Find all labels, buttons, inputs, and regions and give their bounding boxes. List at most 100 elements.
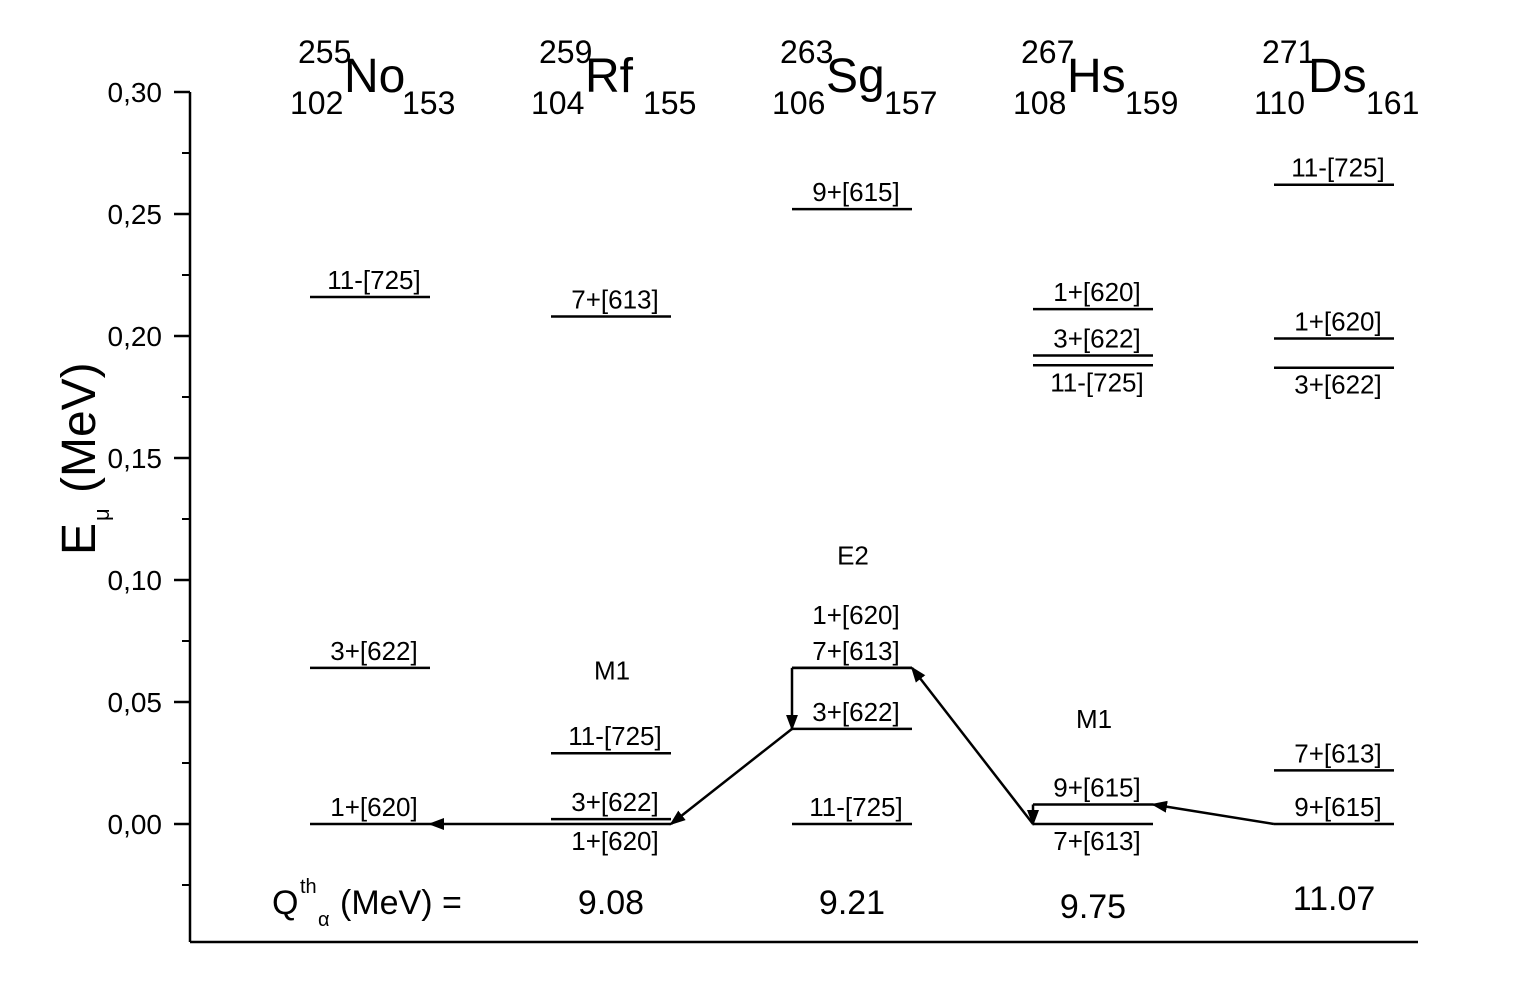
energy-level: 1+[620] <box>1274 306 1394 340</box>
alpha-decay-arrow <box>1151 800 1275 826</box>
multipolarity-label: M1 <box>1076 704 1112 734</box>
y-tick-label: 0,25 <box>108 199 163 230</box>
y-ticks <box>174 90 190 886</box>
level-label: 1+[620] <box>571 826 658 856</box>
energy-level: 11-[725] <box>310 265 430 299</box>
q-alpha-value: 9.75 <box>1060 888 1126 926</box>
nucleus-label: 263 106 Sg 157 <box>772 34 937 121</box>
multipolarity-label: E2 <box>837 541 869 571</box>
energy-level: 9+[615] <box>792 177 912 211</box>
energy-level: 7+[613] <box>792 636 912 670</box>
energy-level: 3+[622] <box>1274 366 1394 400</box>
y-axis-title-unit: (MeV) <box>53 362 106 493</box>
nucleus-proton-number: 108 <box>1013 85 1066 121</box>
level-label: 3+[622] <box>1294 370 1381 400</box>
energy-level: 3+[622] <box>310 636 430 670</box>
q-alpha-label-main: Q <box>272 884 298 922</box>
level-label: 3+[622] <box>330 636 417 666</box>
nucleus-neutron-number: 159 <box>1125 85 1178 121</box>
q-alpha-value: 9.21 <box>819 884 885 922</box>
nucleus-mass-number: 255 <box>298 34 351 70</box>
transitions <box>428 666 1275 830</box>
level-label: 11-[725] <box>809 792 902 822</box>
nucleus-neutron-number: 157 <box>884 85 937 121</box>
energy-level: 3+[622] <box>1033 324 1153 357</box>
level-label: 9+[615] <box>812 177 899 207</box>
q-alpha-label-rest: (MeV) = <box>340 884 462 922</box>
nucleus-proton-number: 102 <box>290 85 343 121</box>
level-label: 3+[622] <box>812 697 899 727</box>
level-label: 1+[620] <box>330 792 417 822</box>
level-label: 3+[622] <box>1053 324 1140 354</box>
energy-level: 11-[725] <box>1274 153 1394 186</box>
level-label: 11-[725] <box>327 265 420 295</box>
level-label: 7+[613] <box>1294 738 1381 768</box>
nucleus-symbol: Hs <box>1067 50 1126 103</box>
y-tick-label: 0,05 <box>108 687 163 718</box>
y-tick-label: 0,30 <box>108 77 163 108</box>
q-alpha-value: 11.07 <box>1293 880 1376 918</box>
multipolarity-label: M1 <box>594 655 630 685</box>
level-label: 1+[620] <box>1294 306 1381 336</box>
q-alpha-label-sub: α <box>318 909 330 931</box>
energy-level: 9+[615] <box>1274 792 1394 826</box>
energy-level: 11-[725] <box>551 721 671 755</box>
level-label: 11-[725] <box>1291 153 1384 183</box>
level-label: 1+[620] <box>1053 277 1140 307</box>
nucleus-proton-number: 106 <box>772 85 825 121</box>
nucleus-mass-number: 267 <box>1021 34 1074 70</box>
level-label: 7+[613] <box>1053 826 1140 856</box>
nucleus-neutron-number: 161 <box>1366 85 1419 121</box>
level-label: 9+[615] <box>1053 772 1140 802</box>
level-label: 7+[613] <box>571 284 658 314</box>
y-axis-title: E μ (MeV) <box>53 362 114 555</box>
nucleus-symbol: Ds <box>1308 50 1367 103</box>
level-label: 1+[620] <box>812 600 899 630</box>
nucleus-mass-number: 271 <box>1262 34 1315 70</box>
nucleus-symbol: Sg <box>826 50 885 103</box>
nucleus-mass-number: 259 <box>539 34 592 70</box>
level-label: 7+[613] <box>812 636 899 666</box>
level-label: 3+[622] <box>571 787 658 817</box>
energy-level: 3+[622] <box>792 697 912 731</box>
multipolarity-labels: M1 E2 M1 <box>594 541 1112 734</box>
y-axis-title-main: E <box>53 523 106 555</box>
y-tick-label: 0,00 <box>108 809 163 840</box>
nucleus-neutron-number: 155 <box>643 85 696 121</box>
y-tick-label: 0,20 <box>108 321 163 352</box>
q-alpha-label: Q th α (MeV) = <box>272 876 462 931</box>
alpha-decay-arrow <box>910 666 1034 825</box>
q-alpha-value: 9.08 <box>578 884 644 922</box>
energy-level: 7+[613] <box>1274 738 1394 772</box>
y-axis-title-sub: μ <box>89 508 114 521</box>
level-label: 11-[725] <box>568 721 661 751</box>
y-tick-label: 0,15 <box>108 443 163 474</box>
level-label: 11-[725] <box>1050 367 1143 397</box>
y-tick-labels: 0,00 0,05 0,10 0,15 0,20 0,25 0,30 <box>108 77 163 840</box>
nucleus-symbol: Rf <box>585 50 634 103</box>
energy-level: 1+[620] <box>1033 277 1153 311</box>
energy-level: 1+[620] <box>792 600 912 670</box>
alpha-decay-arrow <box>669 727 793 826</box>
nucleus-label: 267 108 Hs 159 <box>1013 34 1178 121</box>
nucleus-proton-number: 104 <box>531 85 584 121</box>
energy-level: 7+[613] <box>1033 822 1153 856</box>
nucleus-mass-number: 263 <box>780 34 833 70</box>
energy-level: 11-[725] <box>1033 364 1153 397</box>
q-alpha-label-sup: th <box>300 876 317 898</box>
energy-level: 3+[622] <box>551 787 671 821</box>
energy-level: 1+[620] <box>310 792 430 826</box>
q-alpha-values: 9.08 9.21 9.75 11.07 <box>578 880 1375 926</box>
nucleus-symbol: No <box>344 50 405 103</box>
energy-level: 7+[613] <box>551 284 671 318</box>
y-tick-label: 0,10 <box>108 565 163 596</box>
energy-level: 11-[725] <box>792 792 912 826</box>
nucleus-neutron-number: 153 <box>402 85 455 121</box>
energy-levels: 1+[620] 3+[622] 11-[725] 1+[620] 3+[622] 11-[… <box>310 153 1394 856</box>
energy-level: 1+[620] <box>551 822 671 856</box>
energy-level: 9+[615] <box>1033 772 1153 806</box>
